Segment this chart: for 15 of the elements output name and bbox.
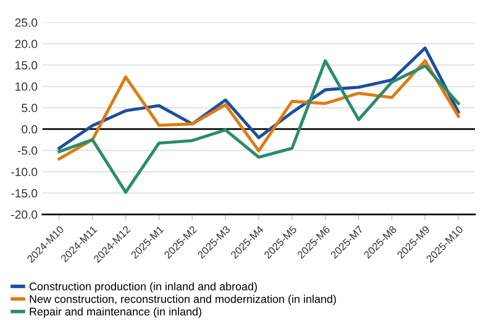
y-tick-label: -10.0 (11, 168, 38, 176)
y-tick-label: 20.0 (15, 40, 38, 48)
y-tick-label: 5.0 (22, 104, 38, 112)
y-tick-label: 15.0 (16, 61, 38, 70)
y-tick-label: 25.0 (15, 18, 38, 27)
y-tick-label: -20.0 (11, 210, 38, 219)
y-tick-label: -15.0 (11, 189, 38, 198)
line-series (58, 59, 460, 194)
y-tick-label: -5.0 (18, 146, 38, 155)
y-tick-label: 0.0 (22, 125, 38, 134)
legend-label: Construction production (in inland and abroad) (30, 282, 257, 293)
line-series (58, 59, 460, 160)
legend-label: New construction, reconstruction and modernization (in inland) (30, 294, 336, 306)
y-tick-label: 10.0 (16, 82, 38, 91)
legend-label: Repair and maintenance (in inland) (30, 307, 202, 318)
